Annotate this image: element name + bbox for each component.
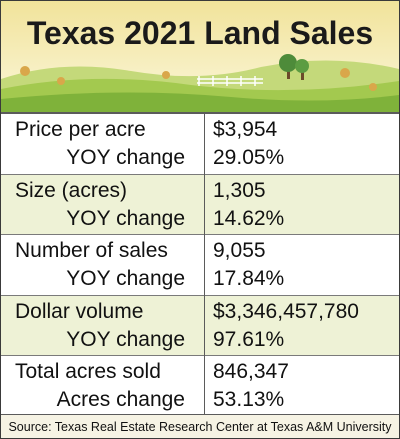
row-sub-label: YOY change <box>66 146 185 169</box>
tree-icon <box>279 54 309 80</box>
stats-table: Price per acre $3,954 YOY change 29.05% … <box>1 112 399 417</box>
row-sub-label: YOY change <box>66 267 185 290</box>
row-label: Price per acre <box>15 118 146 141</box>
row-label: Size (acres) <box>15 178 128 202</box>
row-sub-value: 17.84% <box>213 267 285 290</box>
table-row: Size (acres) 1,305 YOY change 14.62% <box>1 174 399 235</box>
row-value: $3,954 <box>213 118 278 141</box>
table-row: Price per acre $3,954 YOY change 29.05% <box>1 114 399 175</box>
row-value: 1,305 <box>213 178 266 202</box>
row-sub-value: 14.62% <box>213 206 285 230</box>
row-sub-value: 53.13% <box>213 388 285 411</box>
hay-bale-icon <box>20 66 377 91</box>
column-divider <box>204 112 205 415</box>
row-sub-value: 97.61% <box>213 327 285 351</box>
row-sub-value: 29.05% <box>213 146 285 169</box>
row-label: Total acres sold <box>15 360 161 383</box>
table-row: Total acres sold 846,347 Acres change 53… <box>1 356 399 417</box>
fence-icon <box>197 76 263 86</box>
header-banner: Texas 2021 Land Sales <box>1 1 399 112</box>
row-value: 9,055 <box>213 239 266 262</box>
page-title: Texas 2021 Land Sales <box>26 15 374 51</box>
row-sub-label: Acres change <box>56 388 185 411</box>
row-sub-label: YOY change <box>66 327 185 351</box>
row-sub-label: YOY change <box>66 206 185 230</box>
row-value: 846,347 <box>213 360 289 383</box>
table-row: Number of sales 9,055 YOY change 17.84% <box>1 235 399 296</box>
row-label: Dollar volume <box>15 299 144 323</box>
row-label: Number of sales <box>15 239 168 262</box>
table-row: Dollar volume $3,346,457,780 YOY change … <box>1 295 399 356</box>
source-note: Source: Texas Real Estate Research Cente… <box>1 414 399 438</box>
farm-landscape-illustration <box>1 1 399 112</box>
row-value: $3,346,457,780 <box>213 299 359 323</box>
